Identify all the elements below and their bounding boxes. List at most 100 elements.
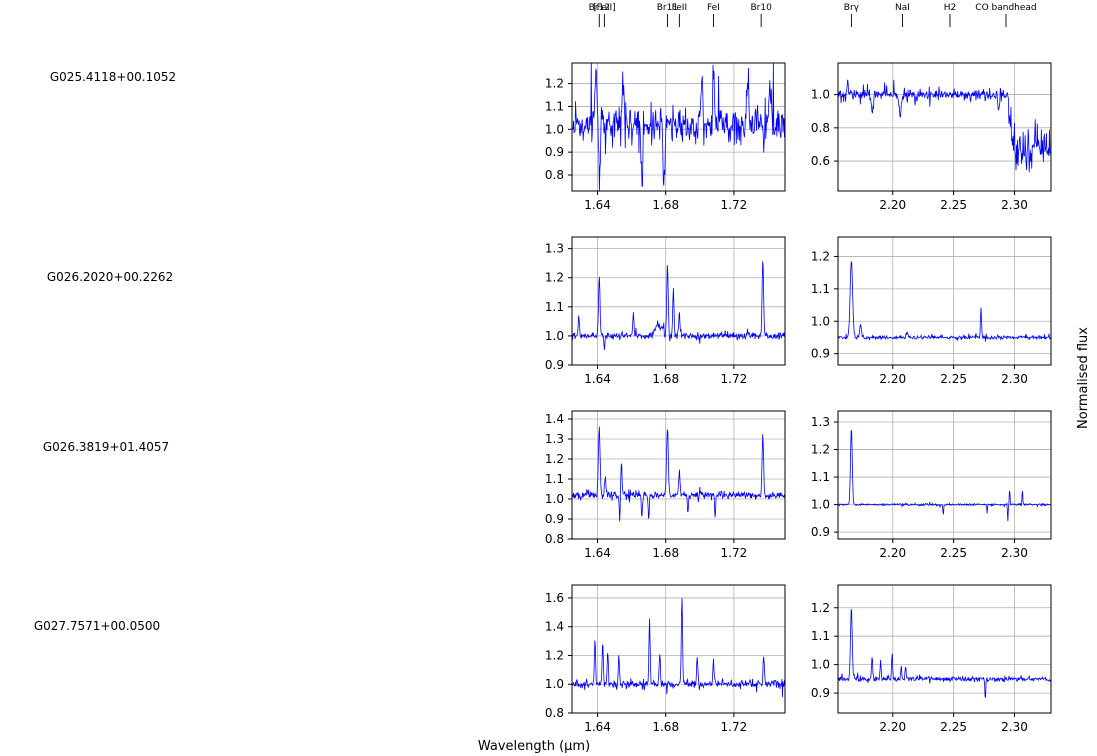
object-name: G027.7571+00.0500 bbox=[34, 619, 160, 633]
plot-frame bbox=[837, 410, 1052, 540]
x-tick-label: 2.25 bbox=[940, 546, 967, 560]
y-tick-label: 1.4 bbox=[545, 620, 564, 634]
spectrum-panel-k: 2.20 2.25 2.30 0.9 1.0 1.1 1.2 bbox=[811, 584, 1052, 734]
y-tick-label: 0.9 bbox=[811, 347, 830, 361]
spectrum-line bbox=[838, 79, 1051, 173]
object-name: G026.2020+00.2262 bbox=[47, 270, 173, 284]
y-tick-label: 1.0 bbox=[811, 88, 830, 102]
y-tick-label: 1.1 bbox=[545, 99, 564, 113]
spectrum-panel-k: 2.20 2.25 2.30 0.9 1.0 1.1 1.2 bbox=[811, 236, 1052, 386]
y-tick-label: 1.0 bbox=[545, 329, 564, 343]
line-marker-label: FeII bbox=[672, 3, 688, 13]
x-tick-label: 1.64 bbox=[584, 546, 611, 560]
y-tick-label: 0.9 bbox=[545, 358, 564, 372]
y-tick-label: 1.4 bbox=[545, 412, 564, 426]
y-tick-label: 0.6 bbox=[811, 154, 830, 168]
y-tick-label: 1.3 bbox=[545, 242, 564, 256]
y-tick-label: 1.2 bbox=[545, 452, 564, 466]
x-tick-label: 2.25 bbox=[940, 198, 967, 212]
y-tick-label: 1.3 bbox=[545, 432, 564, 446]
y-tick-label: 0.8 bbox=[545, 168, 564, 182]
spectrum-panel-h: 1.64 1.68 1.72 0.9 1.0 1.1 1.2 1.3 bbox=[545, 236, 786, 386]
line-marker-label: Br12 bbox=[589, 3, 610, 13]
x-tick-label: 1.68 bbox=[652, 198, 679, 212]
line-marker-label: H2 bbox=[944, 3, 957, 13]
x-tick-label: 1.64 bbox=[584, 198, 611, 212]
y-tick-label: 1.0 bbox=[811, 314, 830, 328]
y-tick-label: 1.2 bbox=[811, 249, 830, 263]
plot-frame bbox=[571, 584, 786, 714]
y-tick-label: 1.6 bbox=[545, 591, 564, 605]
y-tick-label: 1.2 bbox=[545, 648, 564, 662]
line-marker-label: Br10 bbox=[750, 3, 772, 13]
y-tick-label: 1.0 bbox=[545, 677, 564, 691]
spectrum-line bbox=[572, 261, 785, 351]
spectrum-line bbox=[572, 426, 785, 522]
spectrum-panel-h: 1.64 1.68 1.72 0.8 0.9 1.0 1.1 1.2 bbox=[545, 62, 786, 212]
x-tick-label: 1.64 bbox=[584, 372, 611, 386]
x-tick-label: 2.25 bbox=[940, 372, 967, 386]
spectrum-line bbox=[838, 608, 1051, 698]
y-tick-label: 0.8 bbox=[811, 121, 830, 135]
x-tick-label: 1.68 bbox=[652, 546, 679, 560]
x-tick-label: 1.72 bbox=[721, 372, 748, 386]
plot-frame bbox=[571, 62, 786, 192]
y-tick-label: 1.0 bbox=[545, 122, 564, 136]
y-tick-label: 1.1 bbox=[811, 470, 830, 484]
x-tick-label: 2.25 bbox=[940, 720, 967, 734]
plot-frame bbox=[571, 410, 786, 540]
x-tick-label: 1.72 bbox=[721, 720, 748, 734]
x-tick-label: 2.30 bbox=[1001, 198, 1028, 212]
spectrum-panel-h: 1.64 1.68 1.72 0.8 1.0 1.2 1.4 1.6 bbox=[545, 584, 786, 734]
plot-frame bbox=[571, 236, 786, 366]
object-name: G026.3819+01.4057 bbox=[43, 440, 169, 454]
y-tick-label: 1.0 bbox=[811, 498, 830, 512]
y-tick-label: 1.2 bbox=[811, 601, 830, 615]
x-tick-label: 1.68 bbox=[652, 372, 679, 386]
y-tick-label: 1.2 bbox=[811, 443, 830, 457]
x-tick-label: 1.72 bbox=[721, 198, 748, 212]
spectrum-panel-h: 1.64 1.68 1.72 0.8 0.9 1.0 1.1 1.2 1.3 1.4 bbox=[545, 410, 786, 560]
line-marker-label: CO bandhead bbox=[975, 3, 1036, 13]
x-tick-label: 1.72 bbox=[721, 546, 748, 560]
x-axis-label: Wavelength (μm) bbox=[478, 739, 590, 754]
y-tick-label: 1.2 bbox=[545, 271, 564, 285]
line-marker-label: Brγ bbox=[844, 3, 860, 13]
line-marker-label: Br11 bbox=[657, 3, 678, 13]
y-tick-label: 1.2 bbox=[545, 77, 564, 91]
y-tick-label: 0.8 bbox=[545, 706, 564, 720]
spectrum-line bbox=[838, 430, 1051, 522]
y-tick-label: 0.9 bbox=[545, 145, 564, 159]
y-tick-label: 0.8 bbox=[545, 532, 564, 546]
x-tick-label: 1.64 bbox=[584, 720, 611, 734]
y-tick-label: 0.9 bbox=[545, 512, 564, 526]
y-axis-label: Normalised flux bbox=[1076, 327, 1091, 429]
y-tick-label: 1.3 bbox=[811, 415, 830, 429]
spectrum-line bbox=[572, 598, 785, 698]
x-tick-label: 2.30 bbox=[1001, 720, 1028, 734]
x-tick-label: 1.68 bbox=[652, 720, 679, 734]
plot-frame bbox=[837, 62, 1052, 192]
line-marker-label: FeI bbox=[707, 3, 720, 13]
y-tick-label: 1.1 bbox=[545, 300, 564, 314]
y-tick-label: 1.0 bbox=[545, 492, 564, 506]
spectrum-panel-k: 2.20 2.25 2.30 0.9 1.0 1.1 1.2 1.3 bbox=[811, 410, 1052, 560]
object-name: G025.4118+00.1052 bbox=[50, 70, 176, 84]
x-tick-label: 2.20 bbox=[879, 372, 906, 386]
y-tick-label: 1.1 bbox=[545, 472, 564, 486]
spectrum-line bbox=[572, 63, 785, 191]
x-tick-label: 2.30 bbox=[1001, 546, 1028, 560]
y-tick-label: 1.1 bbox=[811, 282, 830, 296]
x-tick-label: 2.20 bbox=[879, 546, 906, 560]
plot-frame bbox=[837, 584, 1052, 714]
x-tick-label: 2.20 bbox=[879, 720, 906, 734]
line-marker-label: NaI bbox=[895, 3, 910, 13]
plot-frame bbox=[837, 236, 1052, 366]
x-tick-label: 2.30 bbox=[1001, 372, 1028, 386]
